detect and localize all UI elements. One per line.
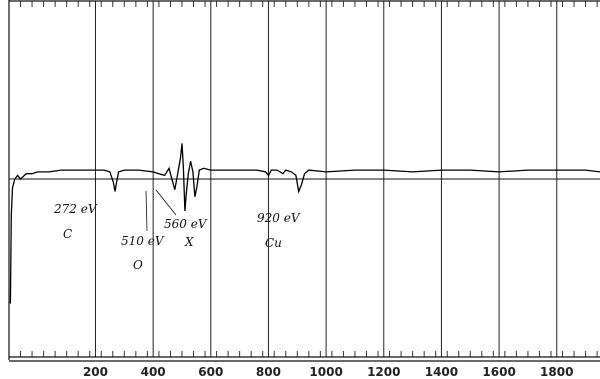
x-tick-label: 200 <box>83 365 108 379</box>
annotation-c-element: C <box>63 227 72 241</box>
annotation-x-element: X <box>184 235 194 249</box>
annotation-cu: 920 eV Cu <box>257 211 301 250</box>
x-tick-label: 1200 <box>367 365 400 379</box>
bottom-minor-ticks <box>8 351 598 357</box>
x-tick-label: 1000 <box>309 365 342 379</box>
annotation-x-leader <box>155 189 177 216</box>
x-tick-label: 400 <box>141 365 166 379</box>
annotation-o-element: O <box>133 258 143 272</box>
annotation-cu-energy: 920 eV <box>257 211 301 225</box>
x-tick-label: 1800 <box>540 365 573 379</box>
annotation-x: 560 eV X <box>155 189 208 249</box>
x-tick-label: 1600 <box>482 365 515 379</box>
annotation-cu-element: Cu <box>265 236 282 250</box>
x-tick-label: 600 <box>198 365 223 379</box>
annotation-x-energy: 560 eV <box>164 217 208 231</box>
annotation-o-energy: 510 eV <box>121 234 165 248</box>
annotation-o-leader <box>145 190 148 232</box>
spectrum-series-line <box>9 143 600 304</box>
x-tick-labels: 200 400 600 800 1000 1200 1400 1600 1800 <box>83 365 574 379</box>
x-tick-label: 800 <box>256 365 281 379</box>
annotation-c-energy: 272 eV <box>53 202 98 216</box>
annotation-o: 510 eV O <box>121 190 165 272</box>
annotation-c: 272 eV C <box>53 202 98 241</box>
x-tick-label: 1400 <box>425 365 458 379</box>
